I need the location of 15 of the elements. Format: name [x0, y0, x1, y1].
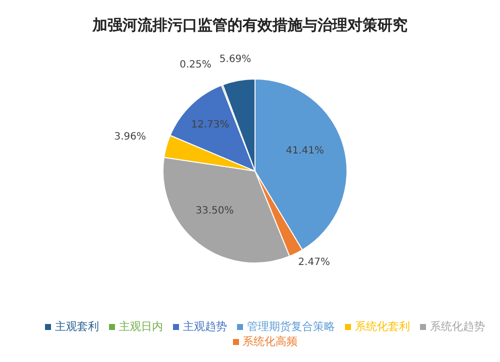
legend-label: 主观日内: [119, 320, 163, 333]
legend-label: 系统化趋势: [430, 320, 485, 333]
legend-label: 主观趋势: [183, 320, 227, 333]
legend-label: 管理期货复合策略: [247, 320, 335, 333]
chart-title: 加强河流排污口监管的有效措施与治理对策研究: [92, 16, 408, 34]
legend-label: 系统化套利: [355, 320, 410, 333]
legend-label: 系统化高频: [242, 335, 298, 348]
data-label: 2.47%: [298, 257, 330, 268]
data-label: 41.41%: [286, 145, 324, 156]
data-label: 33.50%: [196, 205, 234, 216]
legend-label: 主观套利: [55, 320, 99, 333]
data-label: 0.25%: [180, 60, 212, 71]
data-label: 12.73%: [191, 120, 230, 131]
data-label: 5.69%: [219, 54, 252, 66]
data-label: 3.96%: [114, 131, 146, 142]
